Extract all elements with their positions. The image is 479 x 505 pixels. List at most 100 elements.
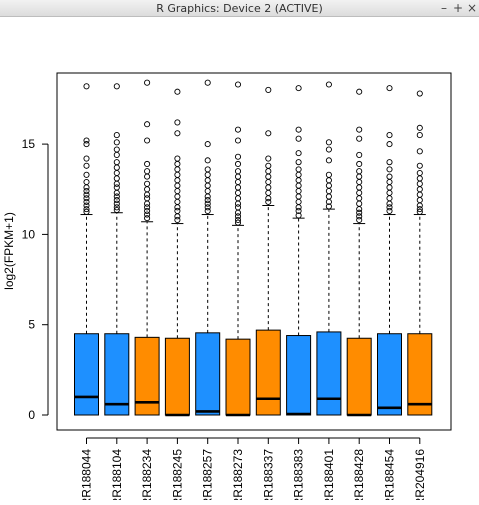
outlier-point <box>386 184 393 191</box>
minimize-icon[interactable]: – <box>441 1 447 15</box>
outlier-point <box>113 151 120 158</box>
outlier-point <box>234 216 242 224</box>
outlier-point <box>174 193 181 200</box>
outlier-point <box>83 162 90 169</box>
outlier-point <box>295 204 302 211</box>
box-group-RR188454 <box>377 85 402 416</box>
box-group-RR188104 <box>104 83 130 416</box>
outlier-point <box>144 137 151 144</box>
outlier-point <box>144 160 151 168</box>
outlier-point <box>356 184 363 191</box>
outlier-point <box>204 79 211 86</box>
outlier-point <box>113 146 120 153</box>
outlier-point <box>234 204 242 211</box>
outlier-point <box>356 126 363 133</box>
outlier-point <box>174 160 181 168</box>
outlier-point <box>144 186 151 193</box>
x-tick-label: RR188428 <box>352 449 366 500</box>
outlier-point <box>204 177 211 184</box>
outlier-point <box>174 119 181 126</box>
outlier-point <box>325 171 332 178</box>
outlier-point <box>295 212 302 219</box>
box <box>164 337 190 416</box>
box <box>225 338 251 416</box>
outlier-point <box>265 155 272 162</box>
box-group-RR188428 <box>346 88 372 417</box>
boxes-layer <box>74 79 433 417</box>
x-tick-label: RR188104 <box>110 449 124 500</box>
outlier-point <box>416 202 423 209</box>
outlier-point <box>325 81 332 88</box>
outlier-point <box>174 204 181 211</box>
outlier-point <box>113 164 120 171</box>
outlier-point <box>386 207 393 214</box>
box-group-RR188401 <box>316 81 342 416</box>
outlier-point <box>386 173 393 180</box>
outlier-point <box>356 178 363 186</box>
outlier-point <box>204 182 211 189</box>
outlier-point <box>234 195 242 202</box>
outlier-point <box>356 135 363 142</box>
outlier-point <box>234 209 242 216</box>
outlier-point <box>295 85 302 92</box>
outlier-point <box>386 141 393 148</box>
outlier-point <box>174 88 181 95</box>
box-group-RR188234 <box>134 79 160 416</box>
outlier-point <box>113 180 120 187</box>
outlier-point <box>416 206 423 213</box>
outlier-point <box>113 159 120 166</box>
box-group-RR204916 <box>407 90 433 416</box>
outlier-point <box>416 124 423 131</box>
outlier-point <box>113 139 120 146</box>
outlier-point <box>386 204 393 211</box>
outlier-point <box>144 207 151 214</box>
outlier-point <box>174 177 181 184</box>
outlier-point <box>356 160 363 168</box>
box-group-RR188257 <box>195 79 221 416</box>
outlier-point <box>174 188 181 195</box>
outlier-point <box>295 177 302 184</box>
outlier-point <box>83 137 90 144</box>
outlier-point <box>234 153 242 160</box>
y-tick-label: 15 <box>22 137 36 151</box>
outlier-point <box>204 141 211 148</box>
outlier-point <box>325 198 332 205</box>
outlier-point <box>265 168 272 175</box>
box-group-RR188044 <box>74 83 99 416</box>
outlier-point <box>144 168 151 175</box>
outlier-point <box>113 204 120 211</box>
outlier-point <box>144 200 151 207</box>
outlier-point <box>174 166 181 173</box>
title-bar[interactable]: R Graphics: Device 2 (ACTIVE) – + × <box>0 0 479 17</box>
outlier-point <box>416 191 423 198</box>
outlier-point <box>234 126 242 133</box>
outlier-point <box>295 166 302 173</box>
box <box>407 333 433 416</box>
outlier-point <box>234 173 242 180</box>
outlier-point <box>295 150 302 157</box>
outlier-point <box>265 162 272 169</box>
outlier-point <box>386 178 393 186</box>
outlier-point <box>234 137 242 144</box>
maximize-icon[interactable]: + <box>452 1 464 15</box>
x-tick-label: RR188337 <box>261 449 275 500</box>
outlier-point <box>113 132 120 139</box>
outlier-point <box>234 184 242 191</box>
close-icon[interactable]: × <box>466 1 478 15</box>
outlier-point <box>265 130 272 137</box>
outlier-point <box>83 83 90 90</box>
x-tick-label: RR188044 <box>80 449 94 500</box>
outlier-point <box>416 186 423 193</box>
box-group-RR188273 <box>225 81 251 417</box>
outlier-point <box>144 204 151 211</box>
box <box>377 333 402 416</box>
outlier-point <box>83 195 90 202</box>
outlier-point <box>265 86 272 93</box>
outlier-point <box>265 184 272 191</box>
outlier-point <box>144 121 151 128</box>
y-axis-label: log2(FPKM+1) <box>2 212 16 290</box>
outlier-point <box>295 188 302 195</box>
outlier-point <box>234 213 242 220</box>
box-group-RR188383 <box>286 85 312 416</box>
